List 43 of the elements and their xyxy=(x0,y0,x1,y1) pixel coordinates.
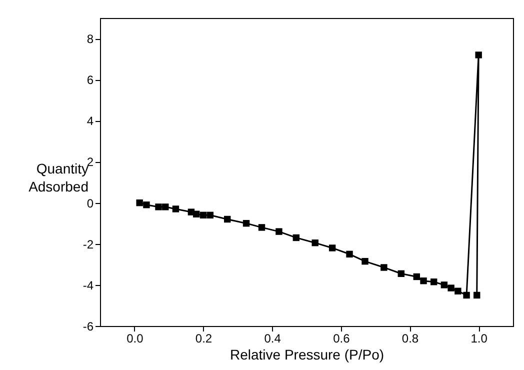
point xyxy=(155,204,162,210)
x-tick-label: 0.4 xyxy=(264,332,282,346)
point xyxy=(474,292,480,299)
point xyxy=(463,292,470,299)
point xyxy=(206,212,214,218)
x-axis-title: Relative Pressure (P/Po) xyxy=(230,346,384,362)
x-tick-label: 1.0 xyxy=(470,332,488,346)
y-tick-label: -2 xyxy=(82,237,94,252)
point xyxy=(312,239,318,246)
point xyxy=(398,270,404,277)
x-tick-label: 0.8 xyxy=(402,332,419,346)
point xyxy=(143,202,150,208)
point xyxy=(440,282,448,288)
y-axis-title: Quantity Adsorbed xyxy=(28,160,88,194)
point xyxy=(420,277,427,284)
point xyxy=(193,210,200,218)
x-tick-label: 0.6 xyxy=(333,332,350,346)
point xyxy=(224,216,231,223)
point xyxy=(362,258,368,265)
point xyxy=(200,212,207,218)
point xyxy=(162,204,169,210)
x-tick-label: 0.0 xyxy=(126,332,144,346)
point xyxy=(258,224,266,231)
y-tick-label: -4 xyxy=(82,278,94,292)
point xyxy=(448,284,454,292)
point xyxy=(292,234,300,242)
y-tick-label: 4 xyxy=(86,114,94,128)
point xyxy=(172,206,180,212)
point xyxy=(413,273,420,280)
point xyxy=(242,220,250,227)
y-tick-label: 0 xyxy=(86,196,94,210)
y-tick-label: 8 xyxy=(86,32,94,46)
point xyxy=(136,199,143,206)
point xyxy=(430,278,438,286)
point xyxy=(346,250,353,258)
point xyxy=(454,288,462,294)
point xyxy=(475,52,482,58)
y-tick-label: 6 xyxy=(86,73,94,88)
point xyxy=(380,264,388,271)
point xyxy=(328,244,336,252)
point xyxy=(276,228,282,235)
y-tick-label: -6 xyxy=(82,320,94,334)
x-tick-label: 0.2 xyxy=(195,332,212,346)
